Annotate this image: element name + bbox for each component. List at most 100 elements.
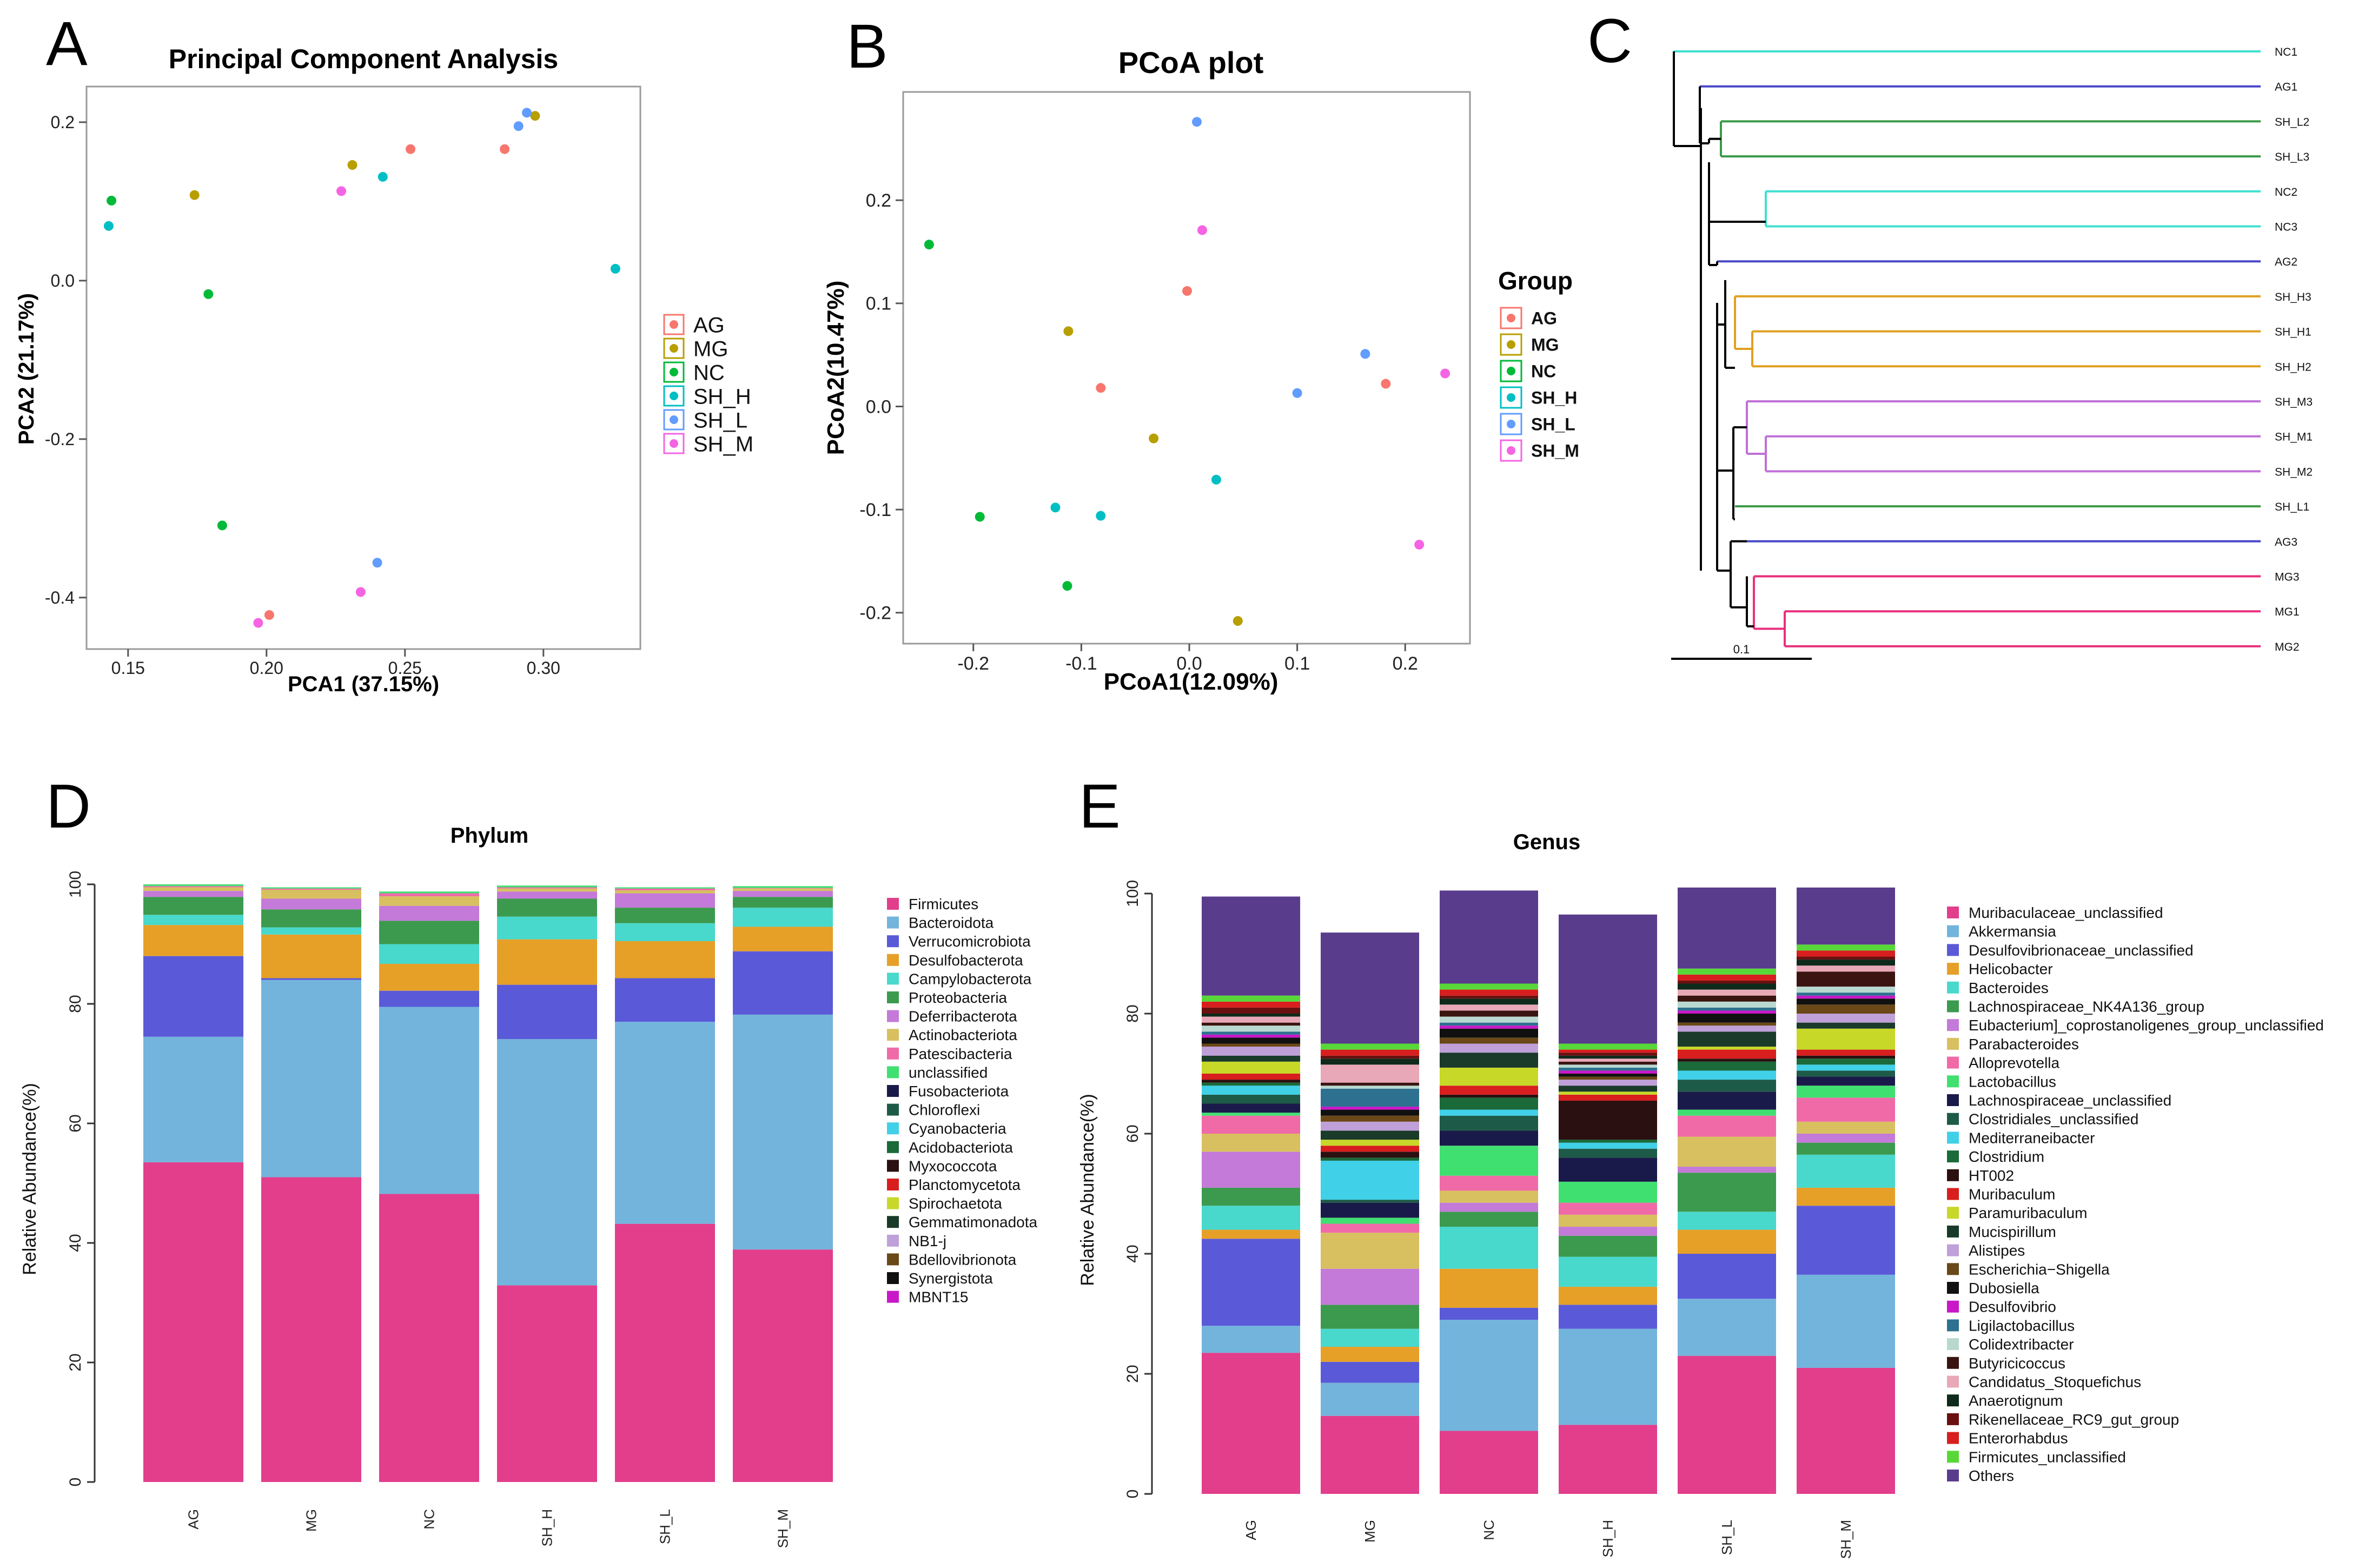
- genus-bar-segment-escherichia-shigella: [1321, 1115, 1419, 1122]
- genus-bar-segment-paramuribaculum: [1797, 1028, 1895, 1050]
- phylum-bar-segment-proteobacteria: [733, 897, 833, 908]
- pca-legend-label-ag: AG: [693, 313, 725, 337]
- phylum-legend-swatch-nb1-j: [887, 1234, 899, 1247]
- phylum-legend-swatch-proteobacteria: [887, 991, 899, 1003]
- genus-bar-segment-muribaculum: [1797, 1049, 1895, 1056]
- genus-bar-segment-dubosiella: [1797, 998, 1895, 1005]
- phylum-y-label: Relative Abundance(%): [19, 1083, 40, 1275]
- phylum-legend-label-nb1-j: NB1-j: [909, 1233, 946, 1249]
- genus-bar-segment-paramuribaculum: [1678, 1047, 1776, 1050]
- phylum-bar-segment-desulfobacterota: [497, 939, 597, 985]
- pca-point-nc: [203, 289, 214, 299]
- genus-y-tick-label: 0: [1124, 1490, 1142, 1499]
- genus-bar-segment-others: [1321, 932, 1419, 1044]
- genus-bar-segment-alistipes: [1202, 1047, 1300, 1056]
- genus-bar-segment-muribaculum: [1678, 1049, 1776, 1059]
- genus-bar-segment-rikenellaceae-rc9-gut-group: [1440, 995, 1538, 999]
- genus-bar-segment-parabacteroides: [1440, 1190, 1538, 1203]
- genus-legend-label-bacteroides: Bacteroides: [1969, 980, 2049, 996]
- genus-legend-label-butyricicoccus: Butyricicoccus: [1969, 1355, 2065, 1372]
- genus-legend-swatch-lachnospiraceae-unclassified: [1947, 1094, 1959, 1106]
- phylum-legend-label-patescibacteria: Patescibacteria: [909, 1046, 1012, 1062]
- pca-point-sh-h: [610, 263, 620, 274]
- pcoa-point-mg: [1063, 326, 1074, 336]
- genus-bar-segment-rikenellaceae-rc9-gut-group: [1202, 1007, 1300, 1014]
- genus-bar-segment-butyricicoccus: [1559, 1061, 1657, 1065]
- dendrogram-leaf-label: NC3: [2275, 221, 2297, 234]
- genus-bar-segment-ht002: [1678, 1058, 1776, 1062]
- phylum-bar-segment-campylobacterota: [615, 923, 715, 941]
- genus-bar-segment-clostridium: [1678, 1061, 1776, 1071]
- genus-legend-swatch-anaerotignum: [1947, 1394, 1959, 1407]
- pcoa-point-mg: [1233, 616, 1243, 626]
- genus-bar-segment-mucispirillum: [1321, 1130, 1419, 1140]
- genus-bar-segment-clostridium: [1321, 1157, 1419, 1161]
- phylum-legend-label-bacteroidota: Bacteroidota: [909, 915, 994, 931]
- genus-bar-segment-rikenellaceae-rc9-gut-group: [1559, 1053, 1657, 1056]
- pca-legend-dot-sh-l: [670, 415, 678, 424]
- genus-bar-segment-helicobacter: [1559, 1287, 1657, 1305]
- phylum-bar-segment-proteobacteria: [497, 898, 597, 917]
- dendrogram-tree: [1673, 50, 2261, 647]
- genus-legend-swatch-colidextribacter: [1947, 1338, 1959, 1351]
- genus-legend-label-eubacterium-coprostanoligenes-group-unclassified: Eubacterium]_coprostanoligenes_group_unc…: [1969, 1017, 2324, 1034]
- genus-bar-segment-butyricicoccus: [1678, 995, 1776, 1002]
- genus-bar-segment-alloprevotella: [1559, 1202, 1657, 1215]
- genus-bar-segment-muribaculum: [1321, 1146, 1419, 1152]
- genus-bar-segment-colidextribacter: [1202, 1026, 1300, 1032]
- phylum-bar-segment-unclassified: [733, 886, 833, 888]
- pca-plot-frame: [85, 85, 641, 650]
- pca-point-sh-h: [377, 171, 388, 182]
- panel-letter-c: C: [1587, 6, 1632, 76]
- genus-bar-segment-lachnospiraceae-nk4a136-group: [1440, 1212, 1538, 1227]
- panel-letter-d: D: [46, 772, 91, 841]
- phylum-bar-segment-firmicutes: [615, 1223, 715, 1482]
- phylum-bar-segment-firmicutes: [733, 1249, 833, 1482]
- genus-bar-segment-alistipes: [1440, 1043, 1538, 1053]
- genus-legend-swatch-mediterraneibacter: [1947, 1132, 1959, 1144]
- genus-bar-segment-lactobacillus: [1797, 1086, 1895, 1098]
- genus-bar-segment-firmicutes-unclassified: [1559, 1043, 1657, 1050]
- pca-y-axis: 0.2 0.0 -0.2 -0.4: [45, 113, 87, 607]
- genus-bar-segment-muribaculaceae-unclassified: [1321, 1415, 1419, 1494]
- pca-point-sh-l: [522, 108, 532, 118]
- phylum-x-tick-label: AG: [186, 1509, 202, 1530]
- phylum-bar-segment-deferribacterota: [615, 893, 715, 908]
- phylum-x-tick-label: SH_M: [775, 1509, 791, 1548]
- genus-legend-label-rikenellaceae-rc9-gut-group: Rikenellaceae_RC9_gut_group: [1969, 1411, 2179, 1428]
- phylum-legend-label-cyanobacteria: Cyanobacteria: [909, 1120, 1006, 1137]
- pca-legend-dot-nc: [670, 368, 678, 376]
- phylum-bar-segment-proteobacteria: [143, 897, 243, 915]
- phylum-bar-segment-verrucomicrobiota: [497, 984, 597, 1040]
- phylum-bar-segment-unclassified: [261, 887, 361, 889]
- pcoa-point-mg: [1149, 433, 1159, 444]
- phylum-bar-segment-bacteroidota: [379, 1007, 479, 1194]
- pcoa-legend-label-mg: MG: [1531, 335, 1559, 355]
- pca-y-tick-label: 0.2: [51, 113, 75, 132]
- genus-bar-segment-eubacterium-coprostanoligenes-group-unclassified: [1559, 1227, 1657, 1236]
- pcoa-legend-dot-sh-m: [1507, 446, 1515, 455]
- phylum-bar-segment-unclassified: [497, 885, 597, 888]
- pcoa-title: PCoA plot: [1118, 45, 1264, 80]
- phylum-bar-segment-desulfobacterota: [733, 927, 833, 951]
- phylum-bar-segment-patescibacteria: [143, 886, 243, 888]
- phylum-x-tick-label: SH_H: [539, 1509, 555, 1546]
- phylum-bar-segment-campylobacterota: [261, 927, 361, 935]
- genus-bar-segment-desulfovibrionaceae-unclassified: [1559, 1305, 1657, 1329]
- phylum-legend-label-chloroflexi: Chloroflexi: [909, 1102, 980, 1119]
- genus-x-tick-label: SH_H: [1600, 1520, 1616, 1557]
- phylum-bar-segment-bacteroidota: [497, 1039, 597, 1286]
- genus-bar-segment-bacteroides: [1559, 1256, 1657, 1287]
- genus-bar-segment-parabacteroides: [1678, 1136, 1776, 1167]
- genus-bar-segment-desulfovibrionaceae-unclassified: [1202, 1239, 1300, 1326]
- genus-legend-label-clostridium: Clostridium: [1969, 1148, 2044, 1165]
- genus-bar-segment-escherichia-shigella: [1559, 1076, 1657, 1080]
- genus-bar-segment-colidextribacter: [1559, 1064, 1657, 1068]
- phylum-legend-swatch-unclassified: [887, 1066, 899, 1079]
- genus-bar-segment-mucispirillum: [1678, 1031, 1776, 1047]
- dendrogram-leaf-label: SH_H3: [2275, 291, 2311, 303]
- phylum-y-tick-label: 20: [67, 1353, 84, 1371]
- pca-y-tick-label: -0.2: [45, 429, 75, 449]
- pca-point-ag: [406, 144, 416, 154]
- genus-bar-segment-colidextribacter: [1797, 987, 1895, 993]
